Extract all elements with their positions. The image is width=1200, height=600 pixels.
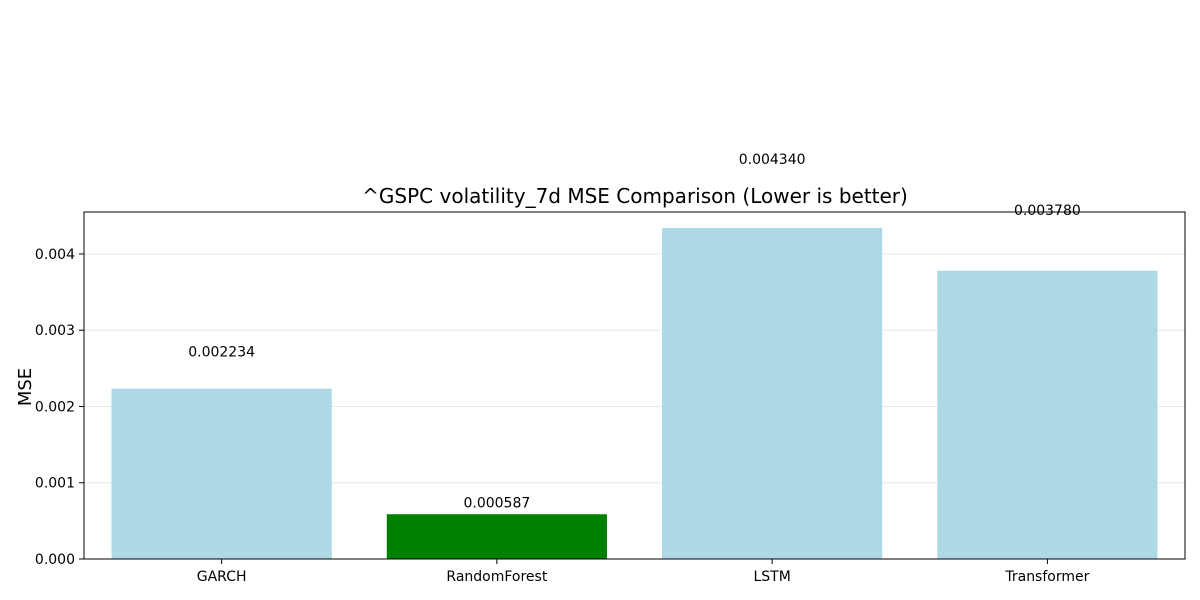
data-label-transformer: 0.003780 <box>1014 203 1081 219</box>
x-tick-label-transformer: Transformer <box>1004 569 1089 585</box>
bar-randomforest <box>386 514 607 559</box>
plot-frame <box>83 211 1186 560</box>
data-label-garch: 0.002234 <box>188 345 255 361</box>
chart-title: ^GSPC volatility_7d MSE Comparison (Lowe… <box>362 184 908 208</box>
y-axis-label: MSE <box>15 368 36 406</box>
data-labels: 0.002234 0.000587 0.004340 0.003780 <box>188 152 1081 511</box>
y-tick-label: 0.003 <box>35 323 75 339</box>
x-tick-label-lstm: LSTM <box>753 569 790 585</box>
axes: 0.000 0.001 0.002 0.003 0.004 GARCH RandomFore… <box>35 211 1186 585</box>
y-tick-label: 0.001 <box>35 476 75 492</box>
y-tick-label: 0.002 <box>35 399 75 415</box>
bar-transformer <box>937 270 1158 559</box>
data-label-lstm: 0.004340 <box>739 152 806 168</box>
bars <box>111 228 1158 559</box>
x-tick-label-randomforest: RandomForest <box>446 569 547 585</box>
data-label-randomforest: 0.000587 <box>463 495 530 511</box>
bar-lstm <box>662 228 883 559</box>
y-tick-label: 0.004 <box>35 247 75 263</box>
bar-garch <box>111 388 332 559</box>
y-tick-label: 0.000 <box>35 552 75 568</box>
x-tick-label-garch: GARCH <box>197 569 247 585</box>
